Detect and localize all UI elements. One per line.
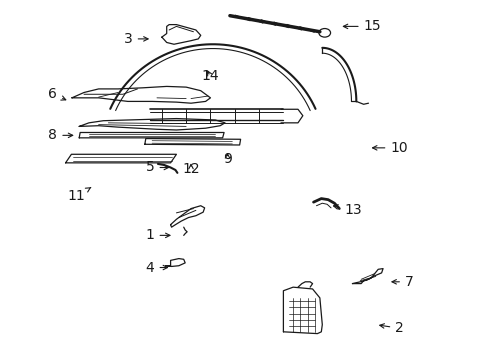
Polygon shape: [79, 118, 224, 130]
Text: 7: 7: [391, 275, 413, 289]
Text: 15: 15: [343, 19, 381, 33]
Text: 11: 11: [68, 188, 91, 203]
Polygon shape: [283, 287, 322, 334]
Text: 5: 5: [145, 161, 168, 175]
Text: 1: 1: [145, 228, 170, 242]
Text: 10: 10: [372, 141, 407, 155]
Polygon shape: [170, 206, 204, 227]
Text: 2: 2: [379, 321, 403, 335]
Polygon shape: [72, 86, 210, 103]
Text: 12: 12: [182, 162, 200, 176]
Text: 8: 8: [48, 129, 73, 142]
Text: 4: 4: [145, 261, 167, 275]
Polygon shape: [165, 258, 185, 266]
Text: 3: 3: [123, 32, 148, 46]
Text: 9: 9: [223, 152, 231, 166]
Polygon shape: [162, 24, 201, 44]
Polygon shape: [352, 269, 382, 284]
Text: 6: 6: [48, 87, 65, 101]
Text: 14: 14: [201, 69, 219, 84]
Text: 13: 13: [333, 203, 361, 217]
